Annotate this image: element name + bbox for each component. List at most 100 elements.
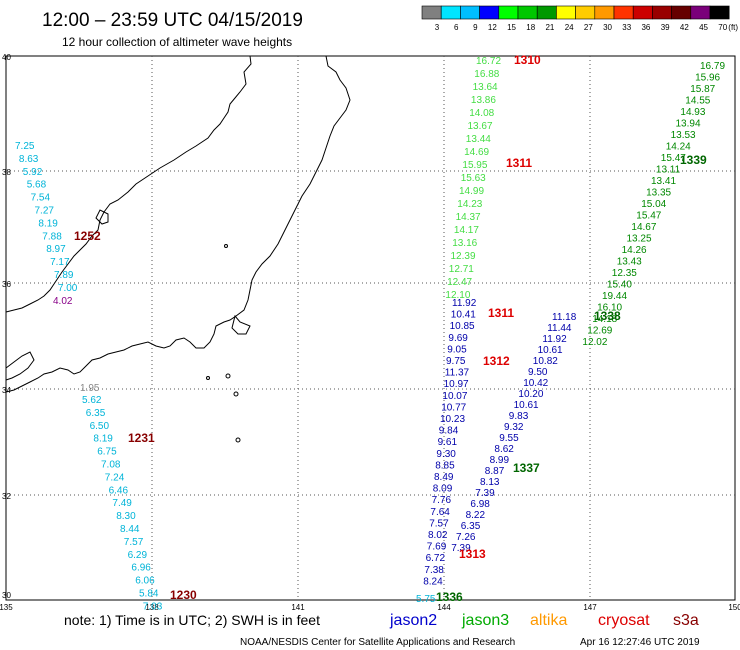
pass-time-label: 1337 [513,461,540,475]
swh-value: 7.89 [54,270,74,281]
swh-value: 10.41 [451,310,476,321]
swh-value: 14.55 [685,96,710,107]
coastline [5,55,351,443]
swh-value: 6.06 [135,576,155,587]
swh-value: 6.35 [461,521,481,532]
swh-value: 13.53 [671,130,696,141]
swh-value: 8.85 [435,460,455,471]
izu-island-1 [225,373,231,379]
swh-value: 16.10 [597,303,622,314]
pass-time-label: 1252 [74,229,101,243]
swh-value: 12.47 [447,277,472,288]
swh-value: 12.10 [445,290,470,301]
legend-tick-label: 70 [718,23,727,32]
swh-value: 12.69 [587,326,612,337]
swh-value: 7.64 [430,507,450,518]
swh-value: 9.30 [436,449,456,460]
swh-value: 8.97 [46,244,66,255]
swh-value: 7.76 [432,495,452,506]
swh-value: 10.23 [440,414,465,425]
satellite-name: s3a [673,612,699,629]
swh-value: 14.93 [680,107,705,118]
legend-tick-label: 21 [545,23,554,32]
lon-tick-label: 150 [728,603,740,612]
swh-value: 12.39 [451,251,476,262]
swh-value: 6.72 [426,553,446,564]
swh-value: 14.23 [457,199,482,210]
swh-value: 7.57 [429,518,449,529]
legend-tick-label: 15 [507,23,516,32]
swh-value: 11.18 [552,312,577,323]
swh-value: 8.44 [120,524,140,535]
legend-tick-label: 24 [565,23,574,32]
swh-value: 11.92 [452,298,477,309]
swh-value: 8.19 [38,218,58,229]
swh-value: 15.95 [462,160,487,171]
page-title: 12:00 – 23:59 UTC 04/15/2019 [42,10,303,31]
satellite-name: jason3 [461,612,509,629]
swh-value: 13.35 [646,188,671,199]
swh-value: 7.24 [105,472,125,483]
swh-value: 15.04 [641,199,666,210]
noto-peninsula [95,209,109,225]
swh-labels: 7.258.635.925.687.547.278.197.888.977.17… [15,53,725,612]
swh-value: 6.35 [86,408,106,419]
swh-value: 7.38 [424,565,444,576]
japan-sea-coast [5,55,252,313]
swh-value: 10.85 [450,321,475,332]
pacific-coast [5,55,351,393]
swh-value: 9.32 [504,422,524,433]
color-scale-legend: 3 6 9 12 15 18 21 24 27 30 33 36 39 42 45 70 (ft) [421,5,738,32]
swh-value: 10.07 [442,391,467,402]
legend-swatch [632,5,653,20]
swh-value: 14.99 [459,186,484,197]
page-subtitle: 12 hour collection of altimeter wave hei… [62,35,292,49]
pass-time-label: 1230 [170,588,197,602]
swh-value: 13.16 [452,238,477,249]
swh-value: 10.97 [444,379,469,390]
credit-text: NOAA/NESDIS Center for Satellite Applica… [240,637,515,648]
legend-tick-label: 6 [454,23,459,32]
lon-tick-label: 141 [291,603,305,612]
swh-value: 6.98 [470,499,490,510]
legend-swatch [690,5,711,20]
swh-value: 9.84 [439,426,459,437]
swh-value: 5.84 [139,589,159,600]
swh-value: 8.13 [480,477,500,488]
legend-tick-label: 27 [584,23,593,32]
legend-tick-label: (ft) [728,23,738,32]
swh-value: 10.77 [441,402,466,413]
swh-value: 6.96 [131,563,151,574]
legend-swatch [517,5,538,20]
swh-value: 8.22 [466,510,486,521]
swh-value: 16.88 [474,69,499,80]
swh-value: 7.00 [58,283,78,294]
pass-time-label: 1313 [459,547,486,561]
swh-value: 6.75 [97,447,117,458]
pass-time-label: 1231 [128,431,155,445]
legend-tick-label: 30 [603,23,612,32]
swh-value: 8.99 [490,455,510,466]
legend-tick-label: 36 [641,23,650,32]
swh-value: 5.62 [82,395,102,406]
swh-value: 15.87 [690,84,715,95]
legend-tick-label: 45 [699,23,708,32]
timestamp-text: Apr 16 12:27:46 UTC 2019 [580,637,700,648]
pass-time-label: 1338 [594,309,621,323]
lat-tick-label: 38 [2,168,11,177]
pass-time-label: 1336 [436,590,463,604]
legend-swatch [556,5,576,20]
kii-area [5,351,35,381]
swh-value: 14.08 [469,108,494,119]
swh-value: 6.50 [90,421,110,432]
swh-value: 8.19 [93,434,113,445]
swh-value: 8.02 [428,530,448,541]
swh-value: 5.75 [416,594,436,605]
swh-value: 12.35 [612,268,637,279]
swh-value: 8.30 [116,511,136,522]
swh-value: 13.11 [656,165,681,176]
swh-value: 7.54 [31,193,51,204]
satellite-name: cryosat [598,612,650,629]
